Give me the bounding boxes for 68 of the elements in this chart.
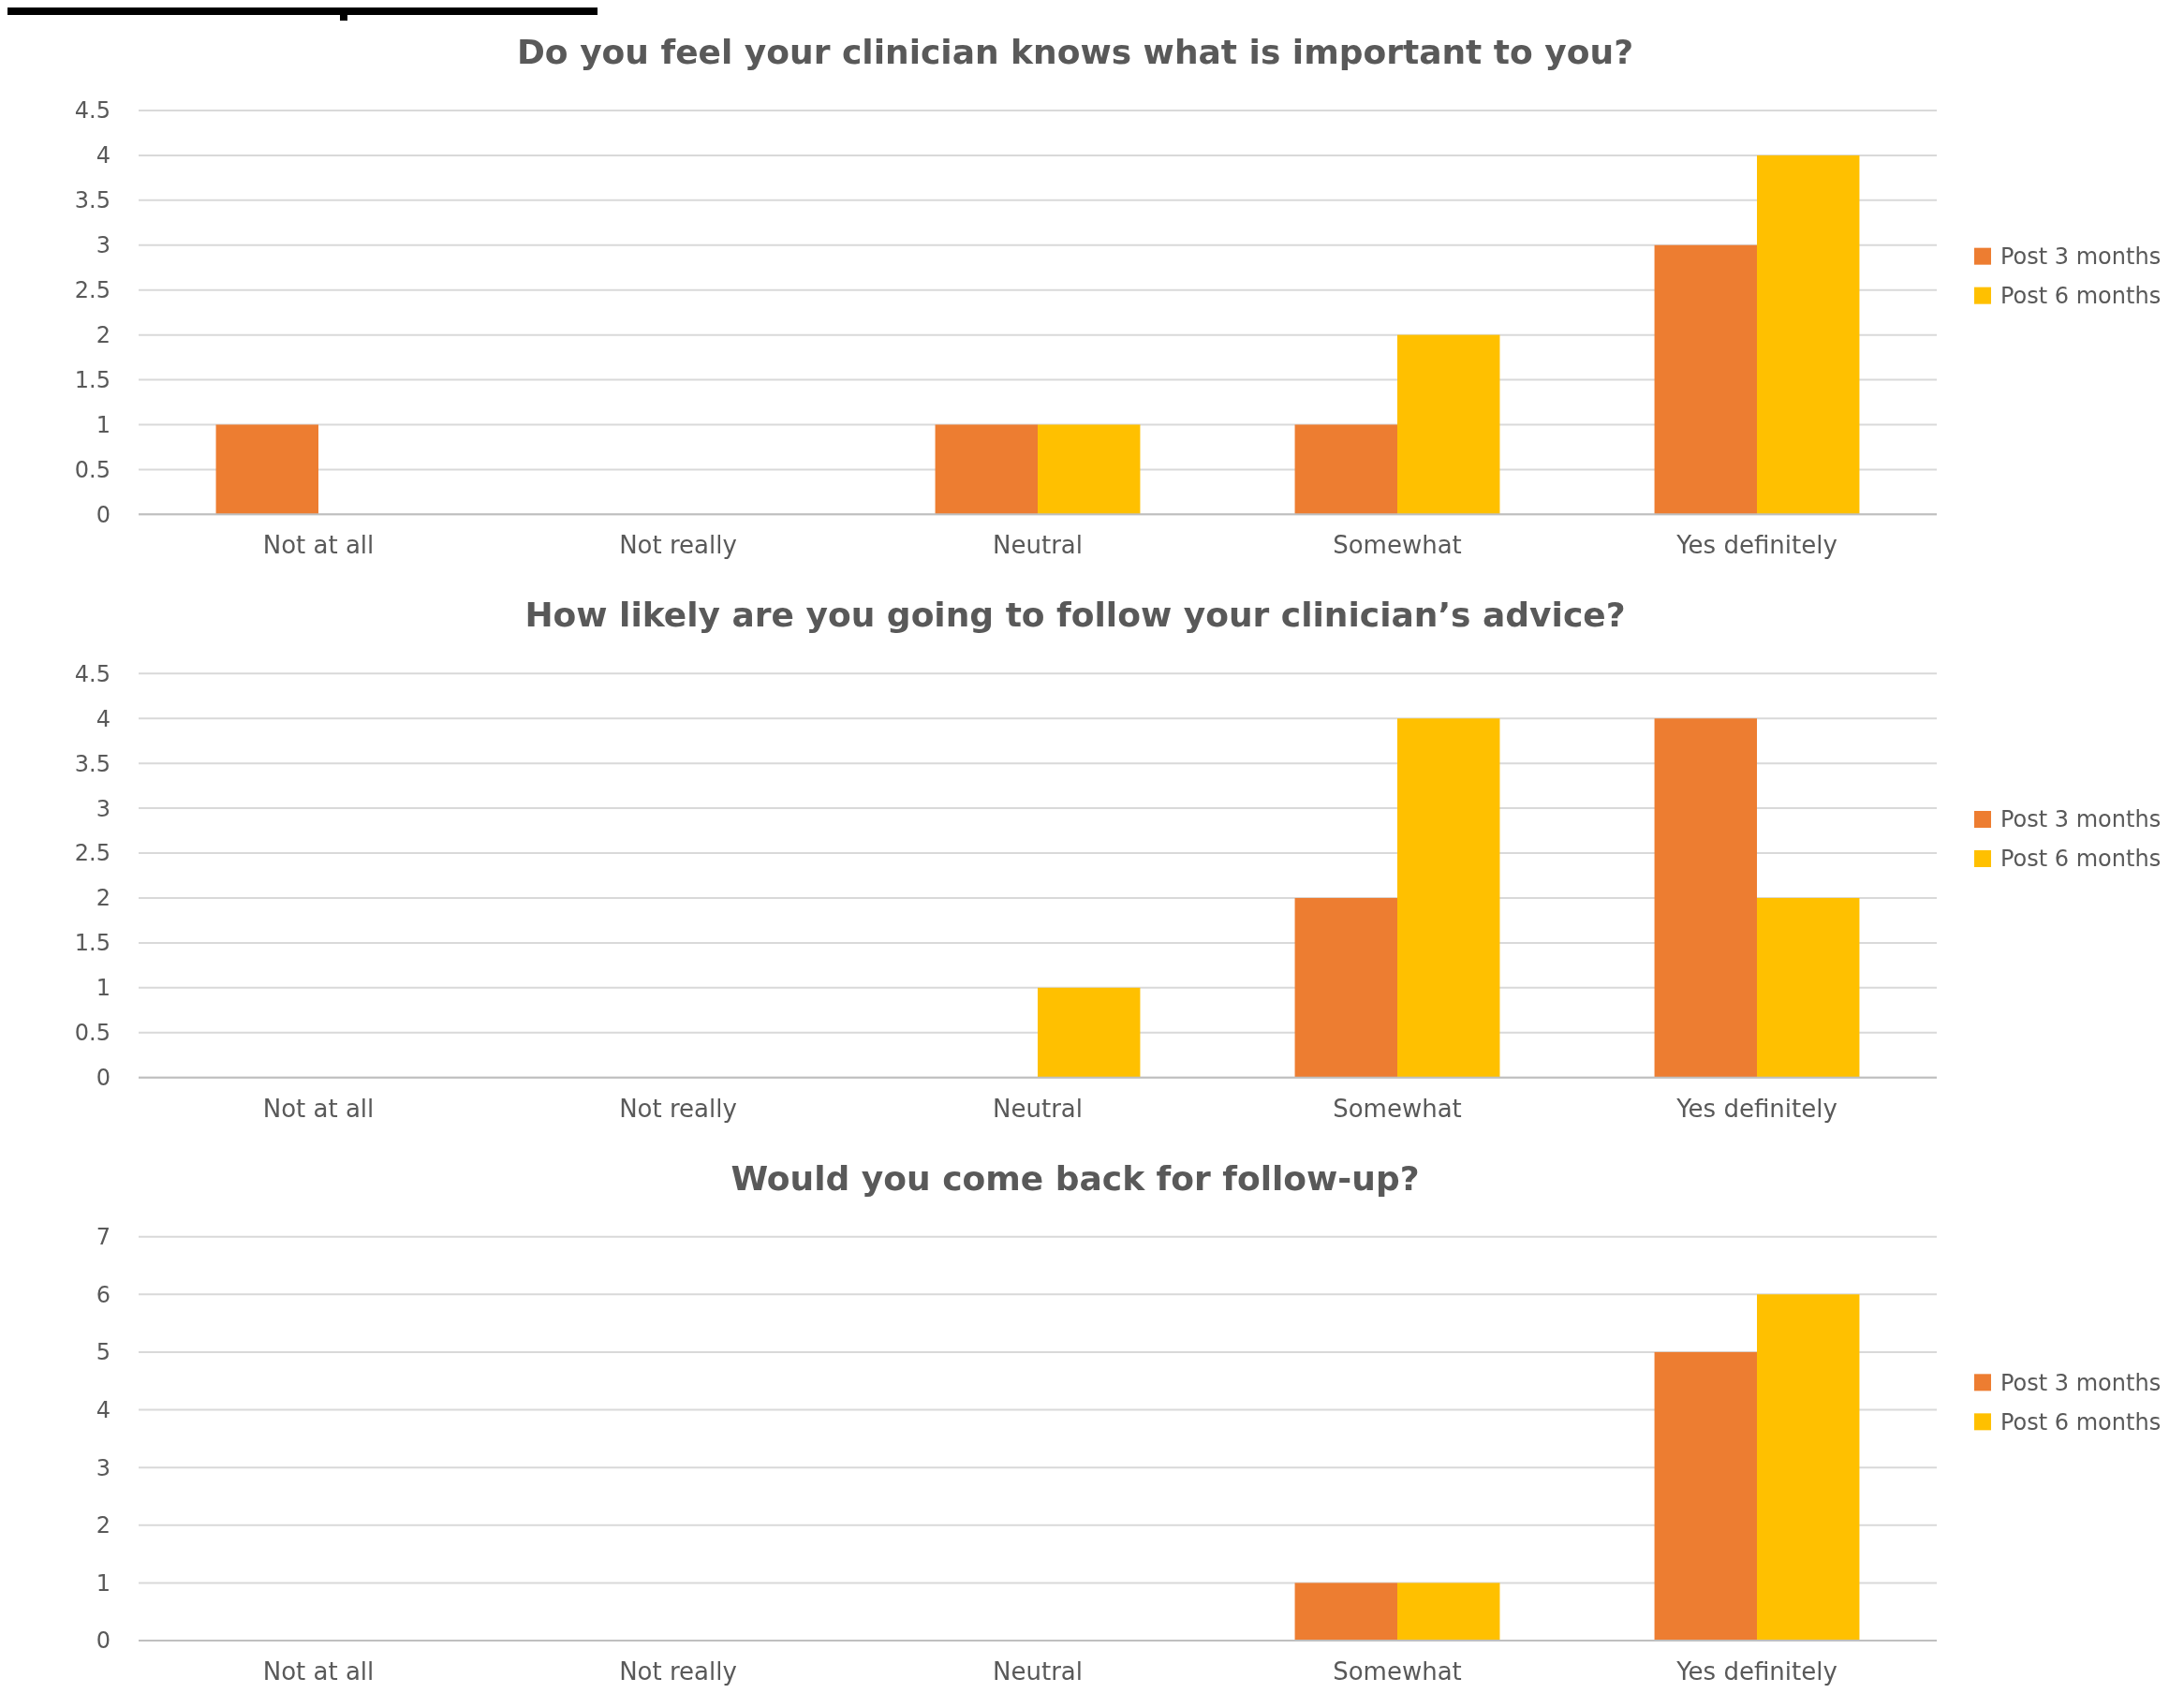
y-tick-label: 3.5 bbox=[74, 187, 111, 214]
legend-label: Post 3 months bbox=[2000, 806, 2162, 833]
legend-label: Post 6 months bbox=[2000, 283, 2162, 310]
x-tick-label: Not really bbox=[619, 531, 737, 560]
bar bbox=[1038, 987, 1141, 1078]
bar bbox=[935, 424, 1038, 515]
y-tick-label: 0 bbox=[96, 501, 111, 528]
x-tick-label: Not really bbox=[619, 1657, 737, 1686]
y-tick-label: 4 bbox=[96, 142, 111, 169]
y-tick-label: 2 bbox=[96, 1512, 111, 1539]
x-tick-label: Not at all bbox=[262, 1094, 375, 1123]
bar bbox=[1757, 155, 1860, 515]
x-tick-label: Neutral bbox=[993, 531, 1083, 560]
legend-label: Post 3 months bbox=[2000, 1369, 2162, 1396]
y-tick-label: 3 bbox=[96, 232, 111, 259]
y-tick-label: 4.5 bbox=[74, 97, 111, 125]
legend-label: Post 6 months bbox=[2000, 846, 2162, 873]
bar bbox=[1294, 424, 1397, 515]
bar bbox=[1294, 897, 1397, 1078]
x-tick-label: Not really bbox=[619, 1094, 737, 1123]
bar bbox=[1757, 1294, 1860, 1641]
bar bbox=[1654, 244, 1757, 515]
y-tick-label: 3 bbox=[96, 1454, 111, 1481]
x-tick-label: Not at all bbox=[262, 531, 375, 560]
y-tick-label: 4.5 bbox=[74, 660, 111, 687]
bar bbox=[215, 424, 318, 515]
y-tick-label: 0.5 bbox=[74, 456, 111, 483]
y-tick-label: 0 bbox=[96, 1065, 111, 1092]
bar bbox=[1654, 1351, 1757, 1641]
x-tick-label: Yes definitely bbox=[1675, 531, 1837, 560]
y-tick-label: 2 bbox=[96, 885, 111, 912]
y-tick-label: 4 bbox=[96, 1396, 111, 1423]
chart-title: Do you feel your clinician knows what is important to you? bbox=[516, 33, 1634, 71]
y-tick-label: 3.5 bbox=[74, 750, 111, 777]
y-tick-label: 1.5 bbox=[74, 930, 111, 957]
y-tick-label: 1 bbox=[96, 411, 111, 438]
y-tick-label: 0.5 bbox=[74, 1020, 111, 1047]
x-tick-label: Somewhat bbox=[1333, 531, 1462, 560]
bar bbox=[1397, 334, 1500, 515]
x-tick-label: Somewhat bbox=[1333, 1657, 1462, 1686]
y-tick-label: 1 bbox=[96, 975, 111, 1002]
bar bbox=[1757, 897, 1860, 1078]
x-tick-label: Somewhat bbox=[1333, 1094, 1462, 1123]
bar bbox=[1654, 718, 1757, 1078]
y-tick-label: 6 bbox=[96, 1281, 111, 1308]
y-tick-label: 3 bbox=[96, 795, 111, 822]
y-tick-label: 5 bbox=[96, 1339, 111, 1366]
bar bbox=[1397, 1583, 1500, 1641]
x-tick-label: Neutral bbox=[993, 1094, 1083, 1123]
bar bbox=[1294, 1583, 1397, 1641]
x-tick-label: Not at all bbox=[262, 1657, 375, 1686]
y-tick-label: 2.5 bbox=[74, 840, 111, 867]
x-tick-label: Yes definitely bbox=[1675, 1094, 1837, 1123]
y-tick-label: 4 bbox=[96, 705, 111, 732]
y-tick-label: 1.5 bbox=[74, 366, 111, 393]
x-tick-label: Neutral bbox=[993, 1657, 1083, 1686]
legend-label: Post 3 months bbox=[2000, 243, 2162, 271]
chart-title: Would you come back for follow-up? bbox=[730, 1158, 1420, 1198]
y-tick-label: 2 bbox=[96, 322, 111, 349]
y-tick-label: 2.5 bbox=[74, 277, 111, 304]
y-tick-label: 0 bbox=[96, 1627, 111, 1655]
legend-label: Post 6 months bbox=[2000, 1408, 2162, 1436]
x-tick-label: Yes definitely bbox=[1675, 1657, 1837, 1686]
bar bbox=[1038, 424, 1141, 515]
bar bbox=[1397, 718, 1500, 1078]
y-tick-label: 1 bbox=[96, 1569, 111, 1597]
y-tick-label: 7 bbox=[96, 1224, 111, 1251]
chart-title: How likely are you going to follow your clinician’s advice? bbox=[524, 596, 1626, 635]
